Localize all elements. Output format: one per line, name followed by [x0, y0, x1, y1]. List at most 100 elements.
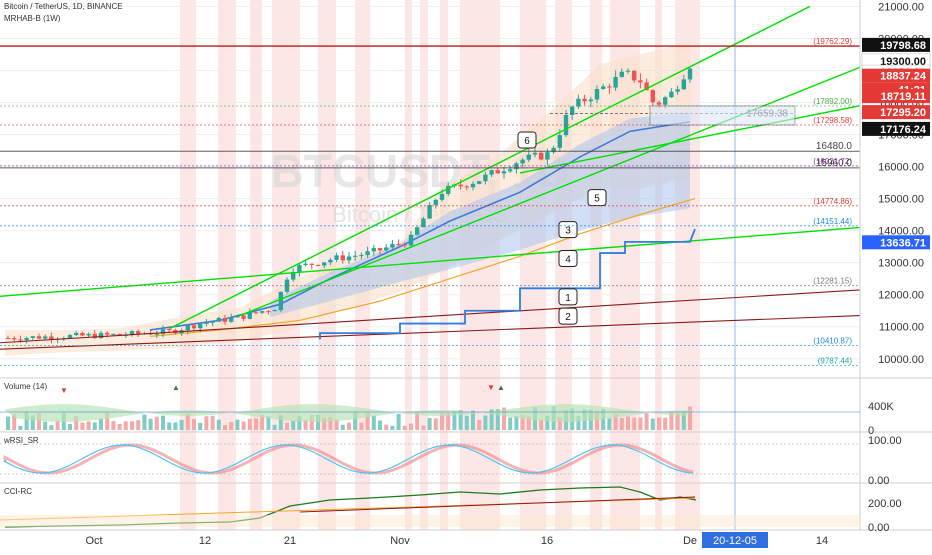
volume-bar [371, 415, 376, 430]
level-label: (10410.87) [813, 337, 852, 346]
candle-body [18, 339, 23, 341]
price-label-bg [862, 121, 930, 136]
candle-body [191, 325, 197, 329]
candle-body [92, 333, 97, 339]
session-stripe [250, 0, 262, 530]
candle-body [229, 317, 234, 322]
volume-bar [657, 417, 661, 430]
candle-body [427, 204, 432, 219]
candle-body [470, 183, 476, 188]
candle-body [408, 234, 414, 246]
volume-bar [260, 414, 265, 430]
price-tick: 21000.00 [878, 1, 924, 13]
chart-title: Bitcoin / TetherUS, 1D, BINANCE [4, 2, 123, 11]
volume-bar [223, 425, 227, 430]
candle-body [340, 255, 345, 261]
volume-bar [266, 416, 271, 430]
candle-body [520, 159, 525, 164]
candle-body [222, 317, 228, 322]
volume-bar [675, 412, 680, 430]
cci-tick: 200.00 [868, 498, 902, 510]
candle-body [241, 315, 246, 319]
candle-body [477, 181, 482, 184]
volume-bar [179, 419, 184, 430]
candle-body [80, 332, 85, 336]
candle-body [458, 184, 463, 187]
wrsi-tick: 0.00 [868, 475, 889, 487]
candle-body [322, 262, 327, 266]
indicator-label: MRHAB-B (1W) [4, 14, 61, 23]
candle-body [625, 70, 631, 72]
candle-body [514, 163, 519, 170]
candle-body [266, 311, 271, 313]
candle-body [551, 147, 556, 153]
candle-body [12, 338, 17, 340]
level-label: (19762.29) [813, 37, 852, 46]
volume-bar [74, 416, 79, 430]
volume-bar [278, 414, 283, 430]
trendline-dark-lower [0, 314, 861, 350]
volume-bar [483, 415, 488, 430]
wave-label-text: 5 [594, 194, 600, 205]
volume-signal: ▲ [172, 383, 180, 392]
volume-bar [105, 412, 110, 430]
volume-bar [663, 417, 668, 430]
candle-body [365, 251, 370, 256]
x-tick: 12 [199, 535, 211, 547]
volume-bar [427, 418, 432, 430]
candle-body [136, 331, 141, 334]
candle-body [371, 248, 376, 252]
candle-body [439, 193, 445, 200]
volume-bar [644, 413, 649, 430]
level-label: (12281.15) [813, 277, 852, 286]
candle-body [396, 243, 401, 245]
volume-bar [402, 425, 407, 430]
volume-bar [68, 423, 72, 430]
candle-body [24, 337, 29, 341]
candle-body [204, 322, 209, 324]
cci-signal-dark [299, 496, 696, 513]
volume-bar [365, 412, 370, 430]
volume-bar [297, 416, 302, 430]
candle-body [272, 310, 277, 312]
price-label: 18719.11 [862, 89, 930, 104]
wave-label-3: 3 [558, 221, 578, 239]
price-label-bg [862, 235, 930, 250]
candle-body [483, 174, 488, 182]
x-tick: 14 [816, 535, 828, 547]
candle-body [5, 337, 11, 339]
wrsi-fast [4, 444, 694, 474]
candle-body [74, 332, 79, 336]
volume-bar [229, 422, 234, 430]
price-label: 18837.24 [862, 68, 930, 83]
volume-bar [619, 417, 624, 430]
candle-body [260, 311, 265, 313]
wrsi-pane-label: wRSI_SR [3, 436, 39, 445]
volume-bar [681, 411, 686, 430]
volume-bar [378, 420, 382, 430]
wave-label-2: 2 [558, 307, 578, 325]
session-stripe [520, 0, 546, 530]
candle-body [334, 255, 339, 260]
candle-body [532, 152, 538, 155]
price-label: 17176.24 [862, 121, 930, 136]
volume-bar [247, 419, 252, 430]
candle-body [36, 336, 42, 339]
x-cursor-text: 20-12-05 [713, 535, 757, 547]
trendline-green-lower [0, 226, 861, 298]
price-label-bg [862, 105, 930, 120]
candle-body [687, 68, 693, 80]
price-tick: 14000.00 [878, 226, 924, 238]
volume-bar [458, 410, 463, 430]
level-label: (14151.44) [813, 217, 852, 226]
candle-body [160, 329, 166, 334]
price-tick: 13000.00 [878, 258, 924, 270]
volume-bar [309, 414, 314, 430]
volume-bar [154, 416, 159, 430]
volume-bar [340, 424, 345, 430]
price-label-bg [862, 37, 930, 52]
volume-bar [359, 422, 364, 430]
candle-body [650, 90, 655, 103]
wave-label-text: 2 [565, 312, 571, 323]
candle-body [303, 263, 308, 266]
